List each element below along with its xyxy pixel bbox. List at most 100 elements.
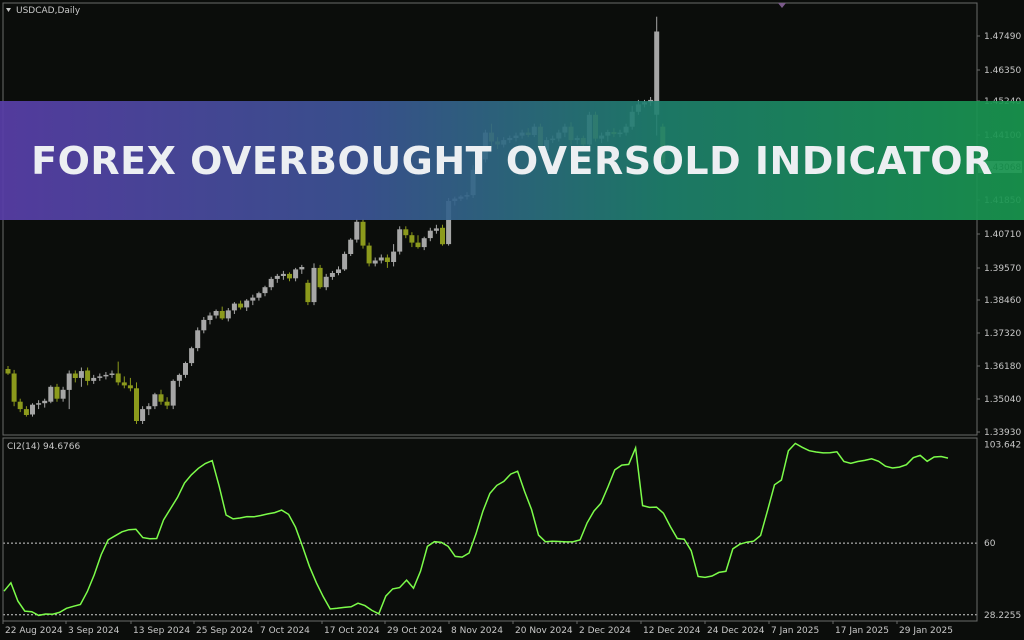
candle-body: [140, 409, 146, 421]
candle-body: [250, 297, 256, 301]
indicator-line: [3, 442, 949, 617]
candle-body: [91, 377, 97, 381]
time-axis-label: 25 Sep 2024: [196, 626, 253, 636]
time-axis-label: 7 Oct 2024: [260, 626, 310, 636]
candle-body: [287, 273, 292, 279]
candle-body: [378, 257, 384, 261]
candle-body: [421, 238, 427, 248]
candle-body: [97, 376, 103, 378]
candle-body: [170, 380, 176, 406]
candle-body: [238, 303, 244, 308]
candle-body: [134, 388, 139, 421]
candle-body: [354, 221, 360, 240]
candle-body: [42, 400, 48, 404]
candle-body: [311, 267, 317, 303]
indicator-pane: [3, 442, 977, 617]
candle-body: [433, 228, 439, 231]
time-axis-label: 24 Dec 2024: [707, 626, 765, 636]
candle-body: [231, 303, 237, 311]
candle-body: [164, 401, 170, 406]
candle-body: [213, 311, 219, 316]
price-axis-label: 1.40710: [984, 230, 1021, 240]
candle-body: [152, 394, 158, 407]
candle-body: [176, 374, 182, 381]
candle-body: [329, 273, 335, 277]
price-axis-label: 1.39570: [984, 264, 1021, 274]
candle-body: [225, 310, 231, 319]
candle-body: [5, 369, 11, 374]
candle-body: [158, 394, 164, 402]
indicator-title: CI2(14) 94.6766: [7, 442, 80, 452]
price-chart-title: USDCAD,Daily: [16, 6, 81, 16]
candle-body: [293, 269, 299, 279]
candle-body: [409, 235, 415, 243]
candle-body: [280, 273, 286, 276]
time-axis-label: 20 Nov 2024: [515, 626, 573, 636]
candle-body: [446, 201, 452, 245]
candle-body: [121, 382, 127, 386]
time-axis-label: 3 Sep 2024: [68, 626, 120, 636]
candle-body: [127, 385, 133, 389]
time-axis-label: 8 Nov 2024: [451, 626, 503, 636]
candle-body: [299, 267, 305, 270]
time-axis-label: 2 Dec 2024: [579, 626, 631, 636]
candle-body: [17, 401, 23, 410]
candle-body: [256, 293, 262, 298]
candle-body: [654, 31, 660, 115]
time-axis-label: 17 Oct 2024: [324, 626, 380, 636]
time-axis-label: 29 Jan 2025: [899, 626, 953, 636]
candle-body: [195, 330, 201, 349]
candle-body: [397, 229, 403, 252]
candle-body: [207, 315, 213, 320]
time-axis-label: 12 Dec 2024: [643, 626, 701, 636]
candle-body: [317, 267, 323, 288]
candle-body: [183, 363, 188, 375]
candle-body: [244, 300, 250, 308]
price-axis-label: 1.46350: [984, 66, 1021, 76]
candle-body: [348, 239, 354, 254]
candle-body: [30, 404, 35, 415]
candle-body: [103, 374, 109, 377]
candle-body: [48, 386, 54, 402]
price-axis-label: 1.36180: [984, 362, 1021, 372]
price-axis-label: 1.37320: [984, 329, 1021, 339]
banner-title: FOREX OVERBOUGHT OVERSOLD INDICATOR: [31, 138, 993, 183]
symbol-dropdown-icon[interactable]: [6, 8, 11, 12]
candle-body: [415, 242, 421, 248]
candle-body: [342, 253, 348, 270]
candle-body: [54, 386, 60, 399]
indicator-axis-label: 60: [984, 539, 996, 549]
indicator-axis-label: 28.2255: [984, 611, 1021, 621]
candle-body: [36, 403, 42, 405]
candle-body: [440, 227, 445, 245]
candle-body: [201, 319, 207, 331]
candle-body: [72, 373, 78, 378]
chart-shift-marker[interactable]: [778, 3, 786, 8]
candle-body: [262, 287, 268, 294]
candle-body: [323, 276, 329, 288]
candle-body: [115, 373, 121, 383]
candle-body: [66, 373, 72, 390]
candle-body: [305, 282, 311, 303]
candle-body: [85, 370, 91, 381]
candle-body: [384, 257, 390, 262]
price-axis-label: 1.47490: [984, 32, 1021, 42]
candle-body: [391, 251, 397, 262]
time-axis-label: 7 Jan 2025: [771, 626, 819, 636]
candle-body: [146, 406, 152, 410]
candle-body: [78, 371, 84, 378]
price-axis-label: 1.35040: [984, 395, 1021, 405]
candle-body: [109, 373, 115, 375]
candle-body: [60, 389, 66, 399]
time-axis-label: 17 Jan 2025: [835, 626, 889, 636]
candle-body: [427, 230, 433, 239]
candle-body: [372, 260, 378, 264]
candle-body: [336, 269, 341, 273]
time-axis-label: 22 Aug 2024: [5, 626, 63, 636]
time-axis-label: 29 Oct 2024: [387, 626, 443, 636]
price-axis-label: 1.38460: [984, 296, 1021, 306]
price-axis-label: 1.33930: [984, 428, 1021, 438]
